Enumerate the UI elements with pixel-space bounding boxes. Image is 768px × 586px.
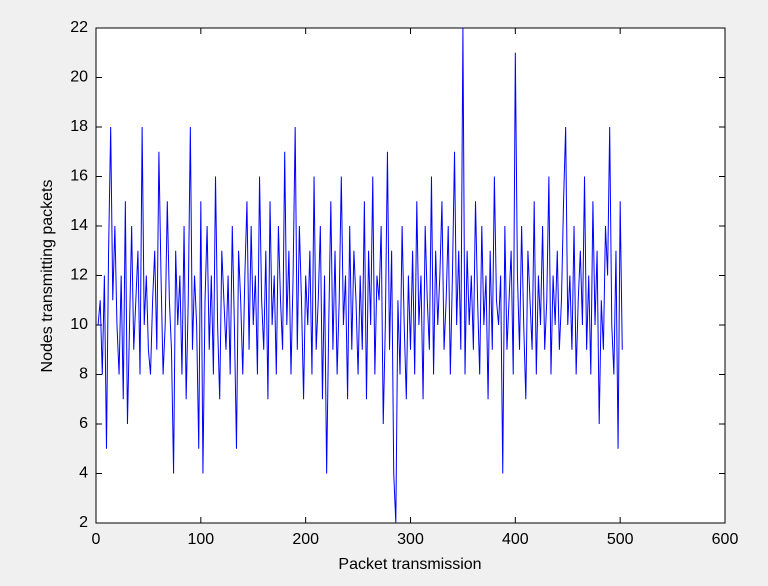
plot-area — [95, 27, 726, 524]
x-tick-label: 400 — [502, 531, 529, 548]
data-line — [97, 27, 623, 524]
y-tick-label: 2 — [79, 514, 88, 531]
y-tick-label: 16 — [70, 168, 88, 185]
y-tick-label: 4 — [79, 465, 88, 482]
y-tick-label: 8 — [79, 366, 88, 383]
x-tick-label: 0 — [92, 531, 101, 548]
x-tick-label: 200 — [292, 531, 319, 548]
x-tick-label: 500 — [607, 531, 634, 548]
x-axis-label: Packet transmission — [338, 556, 481, 573]
y-tick-label: 6 — [79, 415, 88, 432]
x-tick-label: 600 — [712, 531, 739, 548]
y-tick-label: 10 — [70, 316, 88, 333]
y-tick-label: 12 — [70, 267, 88, 284]
y-tick-label: 20 — [70, 69, 88, 86]
x-tick-label: 100 — [187, 531, 214, 548]
y-tick-label: 14 — [70, 217, 88, 234]
x-tick-label: 300 — [397, 531, 424, 548]
y-axis-label: Nodes transmitting packets — [39, 180, 56, 373]
y-tick-label: 18 — [70, 118, 88, 135]
y-tick-label: 22 — [70, 19, 88, 36]
